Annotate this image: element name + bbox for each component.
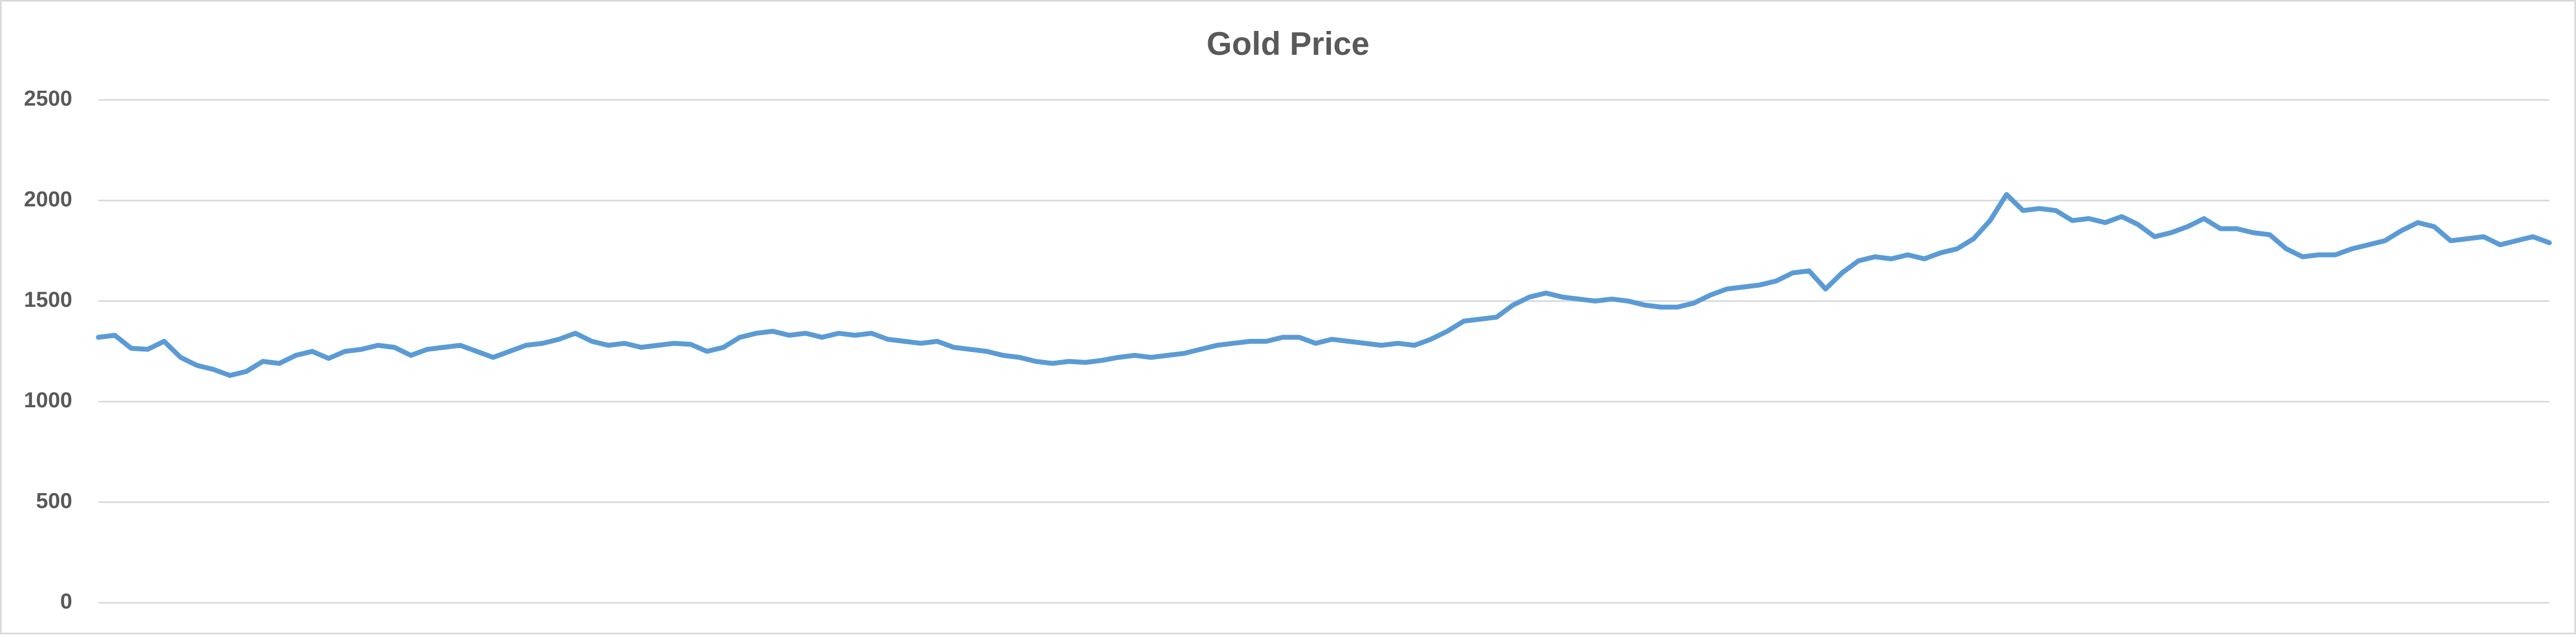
price-line [96,192,2552,378]
y-tick-label: 0 [60,590,72,614]
y-tick-label: 1000 [24,388,72,412]
chart-title: Gold Price [1207,26,1369,62]
y-tick-label: 2500 [24,87,72,111]
y-tick-label: 1500 [24,288,72,312]
y-tick-label: 500 [36,489,72,513]
y-tick-label: 2000 [24,187,72,211]
